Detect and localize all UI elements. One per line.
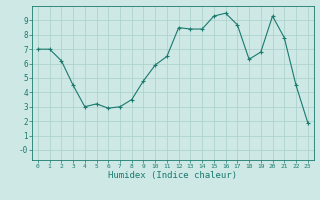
X-axis label: Humidex (Indice chaleur): Humidex (Indice chaleur) [108,171,237,180]
